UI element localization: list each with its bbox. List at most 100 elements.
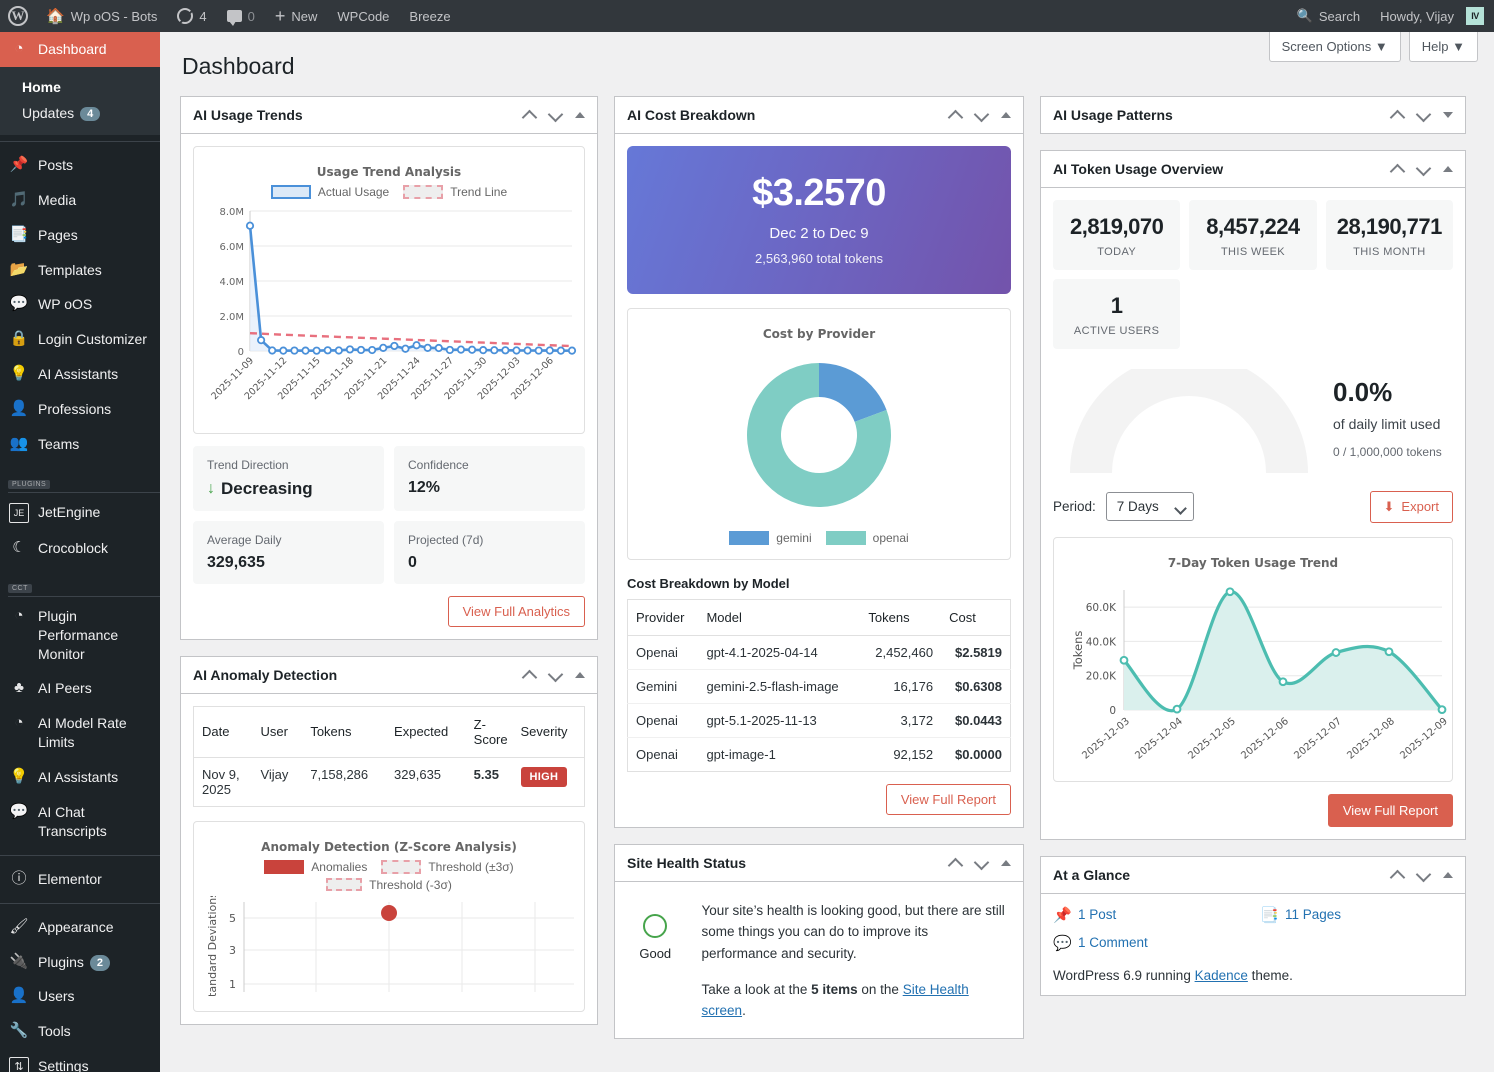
sidebar-item-plugins[interactable]: 🔌 Plugins 2 [0,945,160,980]
sidebar-item-pages[interactable]: 📑 Pages [0,218,160,253]
wordpress-logo-menu[interactable]: W [0,0,36,32]
token-card-active-users: 1 ACTIVE USERS [1053,278,1181,349]
sidebar-item-label: Tools [38,1023,71,1040]
sidebar-item-dashboard[interactable]: ◔ Dashboard [0,32,160,67]
new-content-menu[interactable]: + New [265,0,328,32]
site-health-screen-link[interactable]: Site Health screen [701,981,969,1019]
move-up-icon[interactable] [523,108,537,122]
move-down-icon[interactable] [549,668,563,682]
move-up-icon[interactable] [1391,868,1405,882]
export-button[interactable]: ⬇ Export [1369,490,1453,523]
search-icon: 🔍 [1296,8,1313,23]
sidebar-item-ai-assistants[interactable]: 💡 AI Assistants [0,357,160,392]
toggle-panel-icon[interactable] [575,111,585,118]
wpcode-menu[interactable]: WPCode [327,0,399,32]
screen-options-button[interactable]: Screen Options ▼ [1268,32,1401,62]
sidebar-subitem-home[interactable]: Home [22,78,61,95]
sidebar-item-ai-assistants-cct[interactable]: 💡 AI Assistants [0,760,160,795]
view-full-report-button[interactable]: View Full Report [885,783,1011,815]
sidebar-item-crocoblock[interactable]: ☾ Crocoblock [0,531,160,566]
cell-cost: $0.0000 [941,736,1011,772]
th-model: Model [698,599,861,636]
sidebar-item-elementor[interactable]: ⓘ Elementor [0,862,160,897]
sidebar-subitem-updates[interactable]: Updates 4 [0,100,160,126]
toggle-panel-icon[interactable] [1001,859,1011,866]
updates-menu[interactable]: 4 [167,0,216,32]
theme-link[interactable]: Kadence [1194,967,1248,983]
sidebar-item-teams[interactable]: 👥 Teams [0,427,160,462]
person-icon: 👤 [9,400,29,418]
comments-menu[interactable]: 0 [217,0,265,32]
toggle-panel-icon[interactable] [575,671,585,678]
move-up-icon[interactable] [523,668,537,682]
sidebar-item-ai-peers[interactable]: ♣ AI Peers [0,671,160,706]
sidebar-item-label: AI Assistants [38,769,119,786]
help-button[interactable]: Help ▼ [1408,32,1478,62]
comment-icon: 💬 [1053,934,1072,952]
panel-body: $3.2570 Dec 2 to Dec 9 2,563,960 total t… [615,134,1023,827]
legend-swatch-icon [264,859,305,874]
move-up-icon[interactable] [1391,108,1405,122]
period-controls: Period: 7 Days 30 Days 90 Days ⬇ [1053,490,1453,523]
donut-legend: gemini openai [636,530,1002,545]
sidebar-item-ai-model-rate-limits[interactable]: ◔ AI Model Rate Limits [0,706,160,760]
svg-text:2025-12-09: 2025-12-09 [1398,716,1450,762]
chevron-down-icon: ▼ [1374,39,1388,54]
move-down-icon[interactable] [975,108,989,122]
cell-provider: Openai [627,702,699,738]
admin-sidebar: ◔ Dashboard Home Updates 4 📌 Posts 🎵 Medi… [0,32,160,1072]
glance-item-pages[interactable]: 📑 11 Pages [1260,906,1453,924]
move-down-icon[interactable] [1417,162,1431,176]
toggle-panel-icon[interactable] [1443,111,1453,118]
panel-controls [1391,162,1453,176]
breeze-menu[interactable]: Breeze [399,0,460,32]
sidebar-item-templates[interactable]: 📂 Templates [0,253,160,288]
sidebar-item-posts[interactable]: 📌 Posts [0,148,160,183]
svg-text:20.0K: 20.0K [1086,671,1117,683]
svg-text:6.0M: 6.0M [219,242,244,253]
sidebar-item-wp-oos[interactable]: 💬 WP oOS [0,287,160,322]
move-down-icon[interactable] [1417,108,1431,122]
sidebar-item-tools[interactable]: 🔧 Tools [0,1014,160,1049]
account-menu[interactable]: Howdy, Vijay IV [1370,0,1494,32]
site-health-content: Good Your site’s health is looking good,… [627,894,1011,1026]
view-full-analytics-button[interactable]: View Full Analytics [447,595,585,627]
panel-title: Site Health Status [627,854,747,871]
site-name-menu[interactable]: 🏠 Wp oOS - Bots [36,0,167,32]
toggle-panel-icon[interactable] [1001,111,1011,118]
sidebar-item-plugin-performance-monitor[interactable]: ◔ Plugin Performance Monitor [0,599,160,672]
search-menu[interactable]: 🔍 Search [1287,0,1370,32]
move-up-icon[interactable] [1391,162,1405,176]
dashboard-gauge-icon: ◔ [14,40,24,57]
toggle-panel-icon[interactable] [1443,165,1453,172]
sidebar-item-login-customizer[interactable]: 🔒 Login Customizer [0,322,160,357]
sidebar-item-users[interactable]: 👤 Users [0,979,160,1014]
panel-header: AI Token Usage Overview [1041,151,1465,188]
move-up-icon[interactable] [949,856,963,870]
sidebar-item-label: AI Chat Transcripts [38,804,107,839]
sidebar-item-media[interactable]: 🎵 Media [0,183,160,218]
view-full-report-button[interactable]: View Full Report [1327,793,1453,827]
toggle-panel-icon[interactable] [1443,871,1453,878]
tile-value: ↓ Decreasing [207,478,313,498]
daily-limit-gauge-row: 0.0% of daily limit used 0 / 1,000,000 t… [1053,367,1453,477]
svg-text:2025-12-07: 2025-12-07 [1292,716,1344,762]
period-select[interactable]: 7 Days 30 Days 90 Days [1105,492,1194,522]
move-down-icon[interactable] [1417,868,1431,882]
move-down-icon[interactable] [549,108,563,122]
sidebar-item-ai-chat-transcripts[interactable]: 💬 AI Chat Transcripts [0,795,160,849]
move-up-icon[interactable] [949,108,963,122]
glance-item-comments[interactable]: 💬 1 Comment [1053,934,1246,952]
cell-tokens: 92,152 [860,736,942,772]
move-down-icon[interactable] [975,856,989,870]
glance-item-posts[interactable]: 📌 1 Post [1053,906,1246,924]
dashboard-column-1: AI Usage Trends Usage Trend Analysis [180,95,598,1025]
sidebar-item-settings[interactable]: ⇅ Settings [0,1049,160,1072]
avatar: IV [1466,7,1484,25]
sidebar-item-professions[interactable]: 👤 Professions [0,392,160,427]
legend-item-anomalies: Anomalies [264,859,367,874]
sidebar-item-appearance[interactable]: 🖌 Appearance [0,910,160,945]
sidebar-divider-1 [0,140,160,142]
cell-cost: $0.0443 [941,702,1011,738]
sidebar-item-jetengine[interactable]: JE JetEngine [0,495,160,531]
